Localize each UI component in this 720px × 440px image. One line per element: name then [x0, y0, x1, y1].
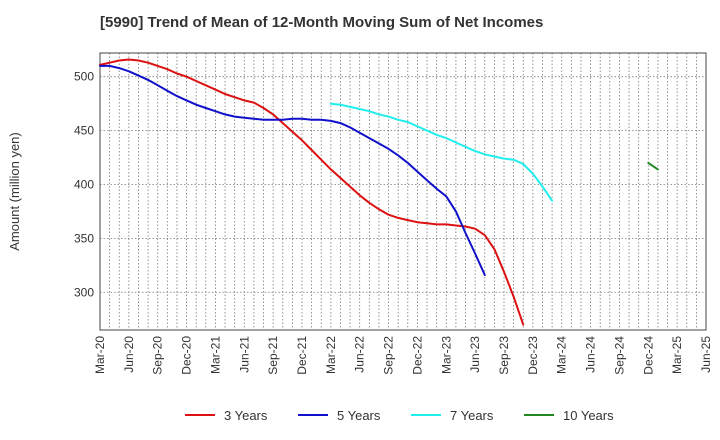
- y-axis-title: Amount (million yen): [7, 132, 22, 251]
- x-tick-label: Mar-21: [208, 336, 222, 374]
- legend-label-3-years: 3 Years: [224, 408, 268, 423]
- series-line-10-years: [647, 161, 659, 171]
- series-line-5-years: [99, 64, 486, 276]
- x-tick-label: Jun-21: [237, 336, 251, 373]
- y-tick-label: 400: [74, 177, 94, 191]
- x-tick-label: Dec-21: [295, 336, 309, 375]
- x-tick-label: Mar-25: [670, 336, 684, 374]
- x-tick-label: Sep-21: [266, 336, 280, 375]
- legend-label-10-years: 10 Years: [563, 408, 614, 423]
- x-tick-label: Jun-22: [353, 336, 367, 373]
- x-tick-label: Sep-22: [382, 336, 396, 375]
- x-tick-label: Jun-25: [699, 336, 713, 373]
- x-tick-label: Dec-22: [410, 336, 424, 375]
- legend-label-7-years: 7 Years: [450, 408, 494, 423]
- x-tick-label: Dec-23: [526, 336, 540, 375]
- x-tick-label: Sep-23: [497, 336, 511, 375]
- x-tick-label: Mar-23: [439, 336, 453, 374]
- x-tick-label: Jun-24: [584, 336, 598, 373]
- x-tick-label: Sep-24: [612, 336, 626, 375]
- x-tick-label: Mar-22: [324, 336, 338, 374]
- x-tick-label: Mar-24: [555, 336, 569, 374]
- legend-label-5-years: 5 Years: [337, 408, 381, 423]
- x-tick-label: Jun-23: [468, 336, 482, 373]
- series-line-3-years: [99, 58, 525, 326]
- y-tick-label: 300: [74, 285, 94, 299]
- series-line-7-years: [329, 102, 554, 202]
- x-tick-label: Dec-20: [180, 336, 194, 375]
- chart-title: [5990] Trend of Mean of 12-Month Moving …: [100, 14, 544, 31]
- x-tick-label: Mar-20: [93, 336, 107, 374]
- plot-area-frame: [99, 52, 707, 331]
- y-tick-label: 350: [74, 231, 94, 245]
- y-tick-label: 500: [74, 70, 94, 84]
- x-tick-label: Sep-20: [151, 336, 165, 375]
- x-tick-label: Jun-20: [122, 336, 136, 373]
- y-tick-label: 450: [74, 124, 94, 138]
- x-tick-label: Dec-24: [641, 336, 655, 375]
